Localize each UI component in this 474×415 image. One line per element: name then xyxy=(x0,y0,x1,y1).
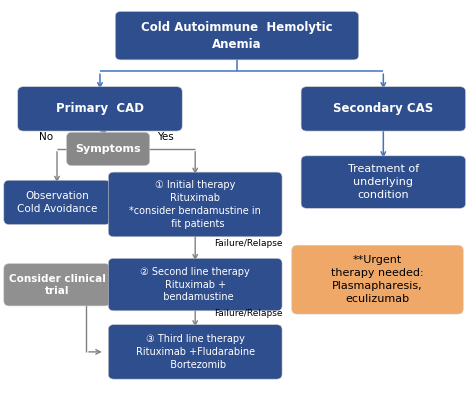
FancyBboxPatch shape xyxy=(4,264,110,306)
Text: Treatment of
underlying
condition: Treatment of underlying condition xyxy=(348,164,419,200)
FancyBboxPatch shape xyxy=(66,132,150,166)
Text: Cold Autoimmune  Hemolytic
Anemia: Cold Autoimmune Hemolytic Anemia xyxy=(141,21,333,51)
Text: Observation
Cold Avoidance: Observation Cold Avoidance xyxy=(17,191,97,214)
FancyBboxPatch shape xyxy=(18,87,182,131)
FancyBboxPatch shape xyxy=(109,325,282,379)
FancyBboxPatch shape xyxy=(109,172,282,237)
FancyBboxPatch shape xyxy=(109,258,282,311)
Text: ③ Third line therapy
Rituximab +Fludarabine
  Bortezomib: ③ Third line therapy Rituximab +Fludarab… xyxy=(136,334,255,370)
Text: Consider clinical
trial: Consider clinical trial xyxy=(9,273,105,296)
Text: Primary  CAD: Primary CAD xyxy=(56,103,144,115)
Text: Failure/Relapse: Failure/Relapse xyxy=(214,309,283,317)
Text: ① Initial therapy
Rituximab
*consider bendamustine in
  fit patients: ① Initial therapy Rituximab *consider be… xyxy=(129,180,261,229)
FancyBboxPatch shape xyxy=(301,156,465,208)
Text: **Urgent
therapy needed:
Plasmapharesis,
eculizumab: **Urgent therapy needed: Plasmapharesis,… xyxy=(331,255,424,305)
Text: Yes: Yes xyxy=(156,132,173,142)
Text: No: No xyxy=(39,132,54,142)
Text: Symptoms: Symptoms xyxy=(75,144,141,154)
FancyBboxPatch shape xyxy=(292,245,463,314)
Text: Secondary CAS: Secondary CAS xyxy=(333,103,433,115)
FancyBboxPatch shape xyxy=(301,87,465,131)
Text: ② Second line therapy
Rituximab +
  bendamustine: ② Second line therapy Rituximab + bendam… xyxy=(140,267,250,303)
Text: Failure/Relapse: Failure/Relapse xyxy=(214,239,283,247)
FancyBboxPatch shape xyxy=(4,180,110,225)
FancyBboxPatch shape xyxy=(115,12,359,60)
